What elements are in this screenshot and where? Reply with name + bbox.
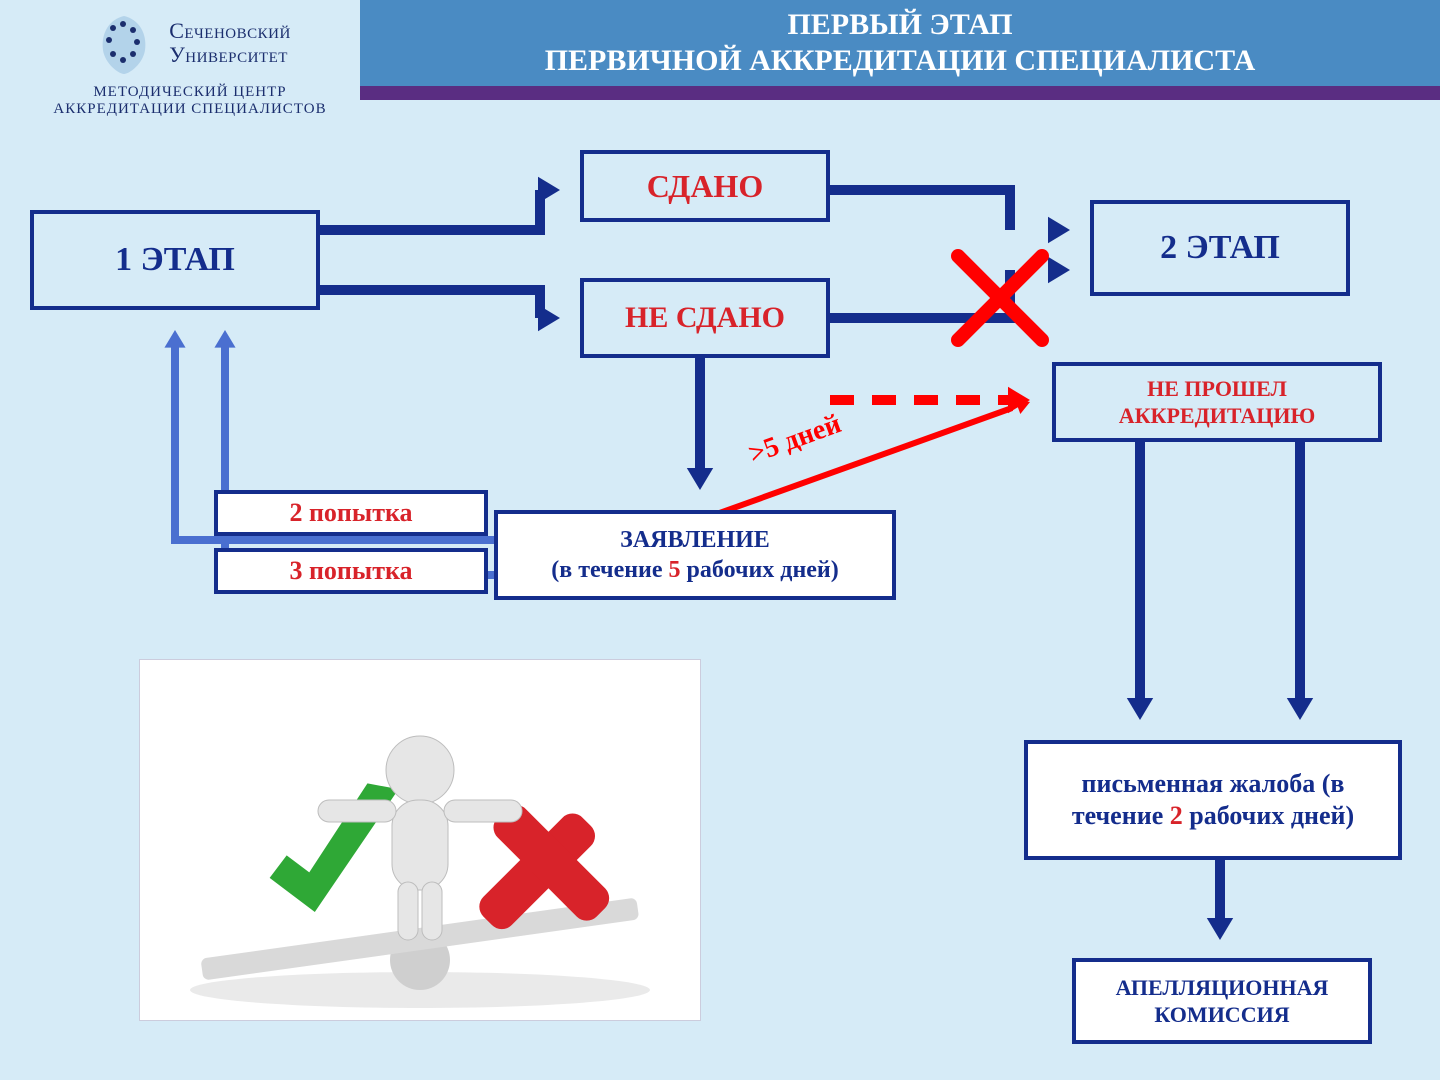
node-not-passed: НЕ ПРОШЕЛ АККРЕДИТАЦИЮ [1052, 362, 1382, 442]
logo-text: Сеченовский Университет [169, 19, 291, 67]
logo-block: Сеченовский Университет МЕТОДИЧЕСКИЙ ЦЕН… [20, 8, 360, 118]
node-passed: СДАНО [580, 150, 830, 222]
title-accent-bar [360, 86, 1440, 100]
node-failed: НЕ СДАНО [580, 278, 830, 358]
node-application: ЗАЯВЛЕНИЕ (в течение 5 рабочих дней) [494, 510, 896, 600]
logo-icon [89, 8, 159, 78]
logo-subtitle-2: АККРЕДИТАЦИИ СПЕЦИАЛИСТОВ [20, 101, 360, 118]
node-complaint: письменная жалоба (в течение 2 рабочих д… [1024, 740, 1402, 860]
node-appeal-commission: АПЕЛЛЯЦИОННАЯ КОМИССИЯ [1072, 958, 1372, 1044]
node-stage1: 1 ЭТАП [30, 210, 320, 310]
node-stage2: 2 ЭТАП [1090, 200, 1350, 296]
title-line1: ПЕРВЫЙ ЭТАП [545, 7, 1256, 43]
title-bar: ПЕРВЫЙ ЭТАП ПЕРВИЧНОЙ АККРЕДИТАЦИИ СПЕЦИ… [360, 0, 1440, 86]
node-attempt-2: 2 попытка [214, 490, 488, 536]
decision-illustration [140, 660, 700, 1020]
node-attempt-3: 3 попытка [214, 548, 488, 594]
logo-subtitle-1: МЕТОДИЧЕСКИЙ ЦЕНТР [20, 84, 360, 101]
title-line2: ПЕРВИЧНОЙ АККРЕДИТАЦИИ СПЕЦИАЛИСТА [545, 43, 1256, 79]
